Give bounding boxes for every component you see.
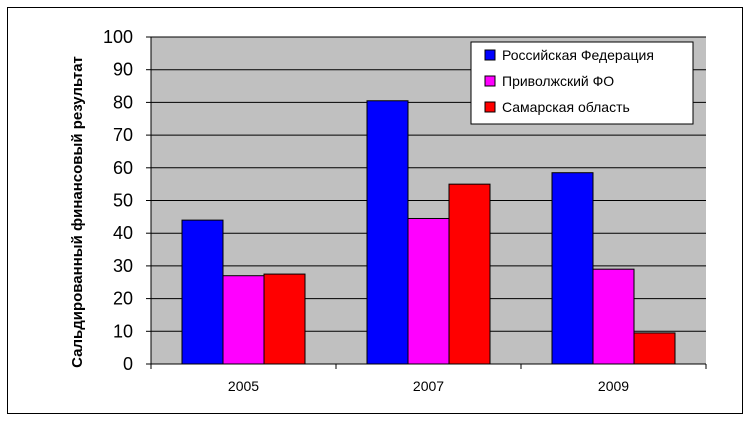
y-tick-label: 40 [113, 223, 133, 243]
y-tick-label: 30 [113, 256, 133, 276]
legend-swatch [484, 101, 496, 113]
legend-swatch [484, 75, 496, 87]
y-tick-label: 50 [113, 191, 133, 211]
x-tick-label: 2009 [598, 378, 629, 394]
y-tick-label: 70 [113, 125, 133, 145]
x-tick-label: 2005 [228, 378, 259, 394]
bar [592, 268, 635, 365]
y-tick-label: 0 [123, 354, 133, 374]
bar [407, 217, 450, 365]
legend-label: Самарская область [502, 99, 630, 115]
legend-swatch [484, 49, 496, 61]
y-tick-label: 20 [113, 289, 133, 309]
legend-label: Приволжский ФО [502, 73, 614, 89]
y-tick-label: 10 [113, 321, 133, 341]
bar [448, 183, 491, 365]
y-tick-label: 80 [113, 92, 133, 112]
bar [263, 273, 306, 365]
x-tick-label: 2007 [413, 378, 444, 394]
bar [222, 275, 265, 365]
y-tick-label: 90 [113, 60, 133, 80]
bar [181, 219, 224, 365]
legend-box [470, 41, 694, 125]
legend-label: Российская Федерация [502, 47, 654, 63]
legend: Российская Федерация Приволжский ФО Самарс… [470, 41, 694, 125]
bar [633, 332, 676, 365]
y-axis-title: Сальдированный финансовый результат [69, 56, 86, 368]
y-tick-label: 60 [113, 158, 133, 178]
bar [551, 172, 594, 365]
bar [366, 100, 409, 365]
y-tick-label: 100 [103, 27, 133, 47]
